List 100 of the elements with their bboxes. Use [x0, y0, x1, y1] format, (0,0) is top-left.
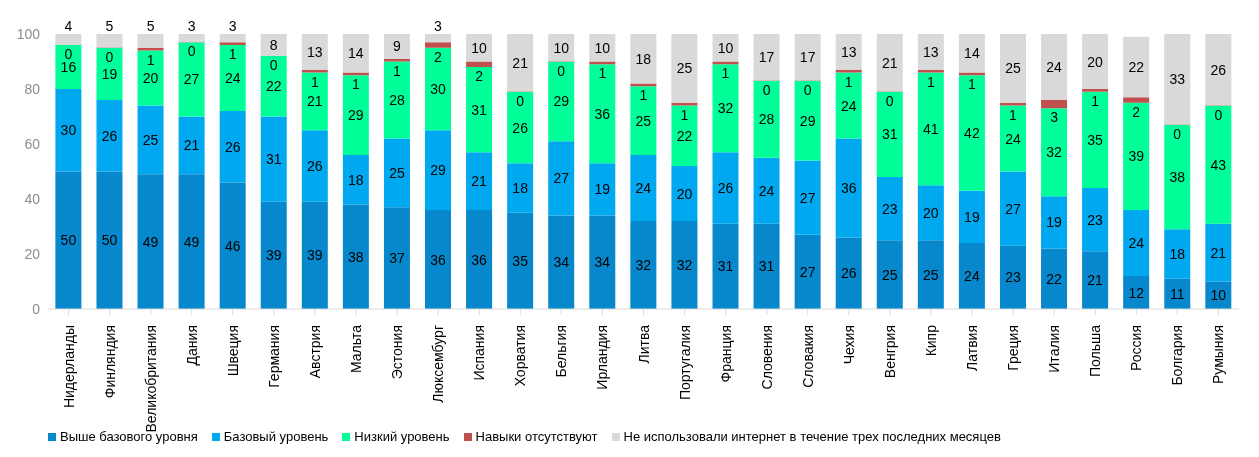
data-label: 22 [676, 127, 693, 144]
x-tick-label: Словакия [799, 325, 816, 388]
data-label: 24 [224, 70, 241, 86]
x-tick-label: Эстония [389, 325, 406, 380]
data-label: 25 [389, 164, 405, 181]
data-label: 18 [348, 171, 364, 188]
data-label: 50 [60, 232, 77, 249]
data-label: 33 [1169, 71, 1186, 88]
data-label: 19 [1046, 214, 1063, 231]
data-label: 29 [430, 162, 447, 179]
data-label: 10 [717, 39, 734, 56]
y-tick-label: 100 [16, 25, 41, 42]
data-label: 27 [553, 170, 570, 187]
x-tick-label: Нидерланды [60, 325, 77, 409]
data-label: 37 [389, 250, 405, 267]
data-label: 26 [717, 180, 734, 196]
data-label: 27 [183, 71, 200, 88]
data-label: 20 [1087, 53, 1104, 70]
data-label: 10 [471, 39, 488, 56]
data-label: 38 [348, 248, 364, 265]
data-label: 1 [926, 73, 935, 90]
data-label: 10 [594, 39, 611, 56]
data-label: 13 [840, 43, 857, 60]
data-label: 0 [187, 43, 196, 60]
data-label: 24 [1046, 59, 1063, 75]
x-tick-label: Хорватия [512, 325, 529, 387]
data-label: 19 [101, 65, 118, 82]
data-label: 24 [1128, 235, 1145, 251]
y-tick-label: 60 [24, 135, 41, 152]
data-label: 0 [269, 57, 278, 73]
data-label: 26 [101, 127, 118, 144]
data-label: 10 [553, 39, 570, 56]
data-label: 29 [348, 107, 364, 124]
data-label: 50 [101, 232, 118, 249]
data-label: 26 [512, 119, 529, 136]
data-label: 21 [183, 137, 200, 154]
data-label: 9 [393, 38, 402, 55]
data-label: 31 [471, 101, 488, 118]
data-label: 1 [680, 106, 689, 123]
data-label: 25 [1005, 60, 1021, 77]
data-label: 11 [1169, 285, 1185, 302]
x-tick-label: Франция [717, 325, 734, 383]
data-label: 1 [1009, 106, 1018, 123]
data-label: 32 [717, 100, 734, 117]
data-label: 46 [224, 237, 241, 254]
data-label: 26 [840, 265, 857, 282]
data-label: 25 [142, 131, 159, 148]
x-tick-label: Финляндия [101, 325, 118, 399]
x-tick-label: Словения [758, 325, 775, 390]
x-tick-label: Германия [265, 325, 282, 388]
x-tick-label: Испания [471, 325, 488, 381]
x-tick-label: Австрия [306, 325, 323, 379]
data-label: 41 [923, 120, 939, 137]
data-label: 36 [471, 251, 488, 268]
data-label: 23 [1087, 211, 1104, 228]
data-label: 25 [923, 266, 939, 283]
data-label: 25 [881, 266, 898, 283]
data-label: 31 [881, 126, 898, 143]
data-label: 49 [183, 233, 200, 250]
data-label: 32 [676, 257, 693, 273]
x-tick-label: Латвия [964, 325, 981, 371]
x-tick-label: Чехия [840, 325, 857, 365]
x-tick-label: Румыния [1210, 325, 1227, 385]
legend-label: Не использовали интернет в течение трех последних месяцев [623, 429, 1001, 444]
x-tick-label: Португалия [676, 325, 693, 401]
data-label: 30 [430, 81, 447, 97]
data-label: 36 [430, 251, 447, 268]
data-label: 5 [146, 18, 155, 34]
data-label: 19 [594, 181, 611, 198]
x-tick-label: Ирландия [594, 325, 611, 390]
data-label: 0 [64, 46, 73, 62]
data-label: 5 [105, 18, 114, 34]
data-label: 1 [1091, 92, 1100, 109]
data-label: 35 [512, 252, 529, 269]
data-label: 3 [1050, 109, 1059, 126]
data-label: 1 [639, 87, 648, 104]
data-label: 21 [471, 173, 488, 190]
data-label: 0 [885, 92, 894, 109]
data-label: 32 [635, 257, 652, 273]
data-label: 39 [1128, 148, 1145, 165]
data-label: 21 [307, 93, 323, 110]
data-label: 24 [964, 268, 980, 284]
data-label: 1 [393, 62, 402, 79]
data-label: 4 [64, 18, 73, 34]
data-label: 27 [799, 189, 816, 206]
data-label: 22 [1046, 270, 1063, 287]
data-label: 20 [142, 70, 159, 86]
data-label: 26 [1210, 61, 1227, 78]
data-label: 39 [307, 247, 323, 264]
data-label: 1 [310, 73, 319, 90]
data-label: 2 [1132, 103, 1141, 120]
data-label: 21 [1210, 244, 1227, 261]
data-label: 0 [762, 81, 771, 98]
legend-label: Базовый уровень [223, 429, 329, 444]
data-label: 30 [60, 122, 77, 139]
data-label: 13 [923, 43, 939, 60]
x-tick-label: Греция [1005, 325, 1022, 371]
data-label: 17 [799, 49, 816, 66]
data-label: 32 [1046, 144, 1063, 161]
data-label: 34 [594, 254, 611, 271]
